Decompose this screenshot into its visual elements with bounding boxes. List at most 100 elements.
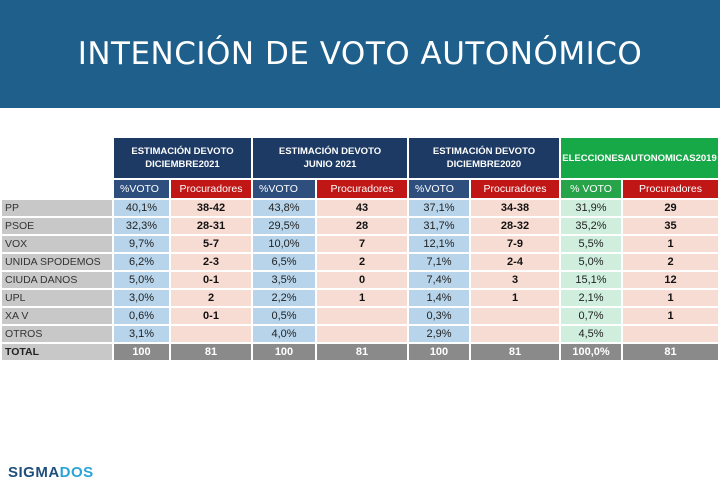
procuradores-cell: 2 bbox=[623, 254, 718, 270]
corner-cell bbox=[2, 138, 112, 178]
col-header-pct: %VOTO bbox=[409, 180, 469, 198]
table-row: PP 40,1% 38-42 43,8% 43 37,1% 34-38 31,9% 29 bbox=[2, 200, 718, 216]
total-label: TOTAL bbox=[2, 344, 112, 360]
table-row: XA V 0,6% 0-1 0,5% 0,3% 0,7% 1 bbox=[2, 308, 718, 324]
vote-pct-cell: 3,1% bbox=[114, 326, 169, 342]
procuradores-cell: 1 bbox=[623, 236, 718, 252]
vote-pct-cell: 0,7% bbox=[561, 308, 621, 324]
procuradores-cell: 12 bbox=[623, 272, 718, 288]
procuradores-cell: 2 bbox=[171, 290, 251, 306]
group-header-jun2021: ESTIMACIÓN DEVOTO JUNIO 2021 bbox=[253, 138, 407, 178]
party-label: OTROS bbox=[2, 326, 112, 342]
vote-pct-cell: 31,9% bbox=[561, 200, 621, 216]
vote-pct-cell: 9,7% bbox=[114, 236, 169, 252]
group-title-line1: ESTIMACIÓN DEVOTO bbox=[131, 146, 234, 157]
total-row: TOTAL 100 81 100 81 100 81 100,0% 81 bbox=[2, 344, 718, 360]
col-header-pct: %VOTO bbox=[114, 180, 169, 198]
vote-pct-cell: 0,6% bbox=[114, 308, 169, 324]
group-header-dec2021: ESTIMACIÓN DEVOTO DICIEMBRE2021 bbox=[114, 138, 251, 178]
procuradores-cell: 7-9 bbox=[471, 236, 559, 252]
procuradores-cell: 43 bbox=[317, 200, 407, 216]
table-row: OTROS 3,1% 4,0% 2,9% 4,5% bbox=[2, 326, 718, 342]
party-label: PSOE bbox=[2, 218, 112, 234]
vote-pct-cell: 29,5% bbox=[253, 218, 315, 234]
procuradores-cell: 0-1 bbox=[171, 308, 251, 324]
vote-pct-cell: 31,7% bbox=[409, 218, 469, 234]
group-header-row: ESTIMACIÓN DEVOTO DICIEMBRE2021 ESTIMACI… bbox=[2, 138, 718, 178]
procuradores-cell: 3 bbox=[471, 272, 559, 288]
party-label: UNIDA SPODEMOS bbox=[2, 254, 112, 270]
total-cell: 81 bbox=[317, 344, 407, 360]
total-cell: 100 bbox=[253, 344, 315, 360]
vote-pct-cell: 3,0% bbox=[114, 290, 169, 306]
group-title-line2: JUNIO 2021 bbox=[303, 159, 357, 170]
table-row: PSOE 32,3% 28-31 29,5% 28 31,7% 28-32 35,2% 35 bbox=[2, 218, 718, 234]
procuradores-cell: 2 bbox=[317, 254, 407, 270]
procuradores-cell: 0 bbox=[317, 272, 407, 288]
procuradores-cell: 2-4 bbox=[471, 254, 559, 270]
logo-part1: SIGMA bbox=[8, 464, 60, 481]
vote-pct-cell: 0,3% bbox=[409, 308, 469, 324]
vote-pct-cell: 0,5% bbox=[253, 308, 315, 324]
procuradores-cell: 2-3 bbox=[171, 254, 251, 270]
vote-pct-cell: 7,1% bbox=[409, 254, 469, 270]
party-label: XA V bbox=[2, 308, 112, 324]
procuradores-cell: 38-42 bbox=[171, 200, 251, 216]
procuradores-cell: 28-31 bbox=[171, 218, 251, 234]
procuradores-cell: 28 bbox=[317, 218, 407, 234]
procuradores-cell: 7 bbox=[317, 236, 407, 252]
vote-intention-table: ESTIMACIÓN DEVOTO DICIEMBRE2021 ESTIMACI… bbox=[0, 136, 720, 362]
table-row: UNIDA SPODEMOS 6,2% 2-3 6,5% 2 7,1% 2-4 5,0% 2 bbox=[2, 254, 718, 270]
procuradores-cell: 35 bbox=[623, 218, 718, 234]
sigmados-logo: SIGMADOS bbox=[8, 464, 94, 481]
logo-part2: DOS bbox=[59, 464, 94, 481]
group-title-line2: DICIEMBRE2021 bbox=[145, 159, 220, 170]
party-label: UPL bbox=[2, 290, 112, 306]
total-cell: 81 bbox=[623, 344, 718, 360]
vote-pct-cell: 3,5% bbox=[253, 272, 315, 288]
procuradores-cell: 5-7 bbox=[171, 236, 251, 252]
procuradores-cell bbox=[317, 326, 407, 342]
vote-pct-cell: 15,1% bbox=[561, 272, 621, 288]
vote-pct-cell: 43,8% bbox=[253, 200, 315, 216]
vote-pct-cell: 4,5% bbox=[561, 326, 621, 342]
vote-pct-cell: 10,0% bbox=[253, 236, 315, 252]
vote-pct-cell: 4,0% bbox=[253, 326, 315, 342]
group-title-line1: ESTIMACIÓN DEVOTO bbox=[432, 146, 536, 157]
vote-pct-cell: 5,0% bbox=[114, 272, 169, 288]
col-header-pct: %VOTO bbox=[253, 180, 315, 198]
group-header-dec2020: ESTIMACIÓN DEVOTO DICIEMBRE2020 bbox=[409, 138, 559, 178]
vote-pct-cell: 32,3% bbox=[114, 218, 169, 234]
party-label: CIUDA DANOS bbox=[2, 272, 112, 288]
procuradores-cell: 34-38 bbox=[471, 200, 559, 216]
vote-pct-cell: 1,4% bbox=[409, 290, 469, 306]
procuradores-cell bbox=[623, 326, 718, 342]
vote-pct-cell: 7,4% bbox=[409, 272, 469, 288]
total-cell: 81 bbox=[471, 344, 559, 360]
vote-pct-cell: 5,5% bbox=[561, 236, 621, 252]
procuradores-cell: 1 bbox=[317, 290, 407, 306]
total-cell: 100 bbox=[409, 344, 469, 360]
vote-pct-cell: 40,1% bbox=[114, 200, 169, 216]
vote-pct-cell: 6,5% bbox=[253, 254, 315, 270]
procuradores-cell bbox=[471, 308, 559, 324]
procuradores-cell bbox=[317, 308, 407, 324]
col-header-procuradores: Procuradores bbox=[471, 180, 559, 198]
procuradores-cell: 28-32 bbox=[471, 218, 559, 234]
procuradores-cell: 1 bbox=[623, 308, 718, 324]
group-title-line1: ELECCIONESAUTONOMICAS2019 bbox=[562, 152, 717, 164]
table-row: UPL 3,0% 2 2,2% 1 1,4% 1 2,1% 1 bbox=[2, 290, 718, 306]
vote-pct-cell: 5,0% bbox=[561, 254, 621, 270]
col-header-procuradores: Procuradores bbox=[171, 180, 251, 198]
title-banner: INTENCIÓN DE VOTO AUTONÓMICO bbox=[0, 0, 720, 108]
group-title-line1: ESTIMACIÓN DEVOTO bbox=[278, 146, 382, 157]
total-cell: 81 bbox=[171, 344, 251, 360]
table-row: CIUDA DANOS 5,0% 0-1 3,5% 0 7,4% 3 15,1% 12 bbox=[2, 272, 718, 288]
party-label: VOX bbox=[2, 236, 112, 252]
subheader-row: %VOTO Procuradores %VOTO Procuradores %V… bbox=[2, 180, 718, 198]
vote-pct-cell: 2,2% bbox=[253, 290, 315, 306]
procuradores-cell bbox=[171, 326, 251, 342]
table-row: VOX 9,7% 5-7 10,0% 7 12,1% 7-9 5,5% 1 bbox=[2, 236, 718, 252]
col-header-procuradores: Procuradores bbox=[623, 180, 718, 198]
vote-pct-cell: 35,2% bbox=[561, 218, 621, 234]
